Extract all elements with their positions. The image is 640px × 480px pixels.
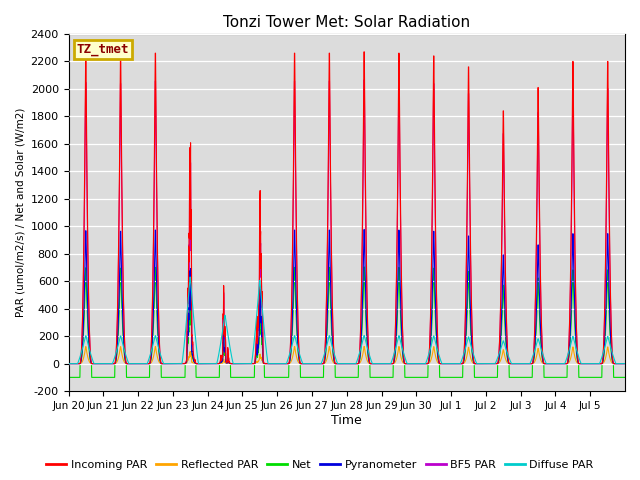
Title: Tonzi Tower Met: Solar Radiation: Tonzi Tower Met: Solar Radiation (223, 15, 470, 30)
Y-axis label: PAR (umol/m2/s) / Net and Solar (W/m2): PAR (umol/m2/s) / Net and Solar (W/m2) (15, 108, 25, 317)
Text: TZ_tmet: TZ_tmet (77, 43, 129, 56)
Legend: Incoming PAR, Reflected PAR, Net, Pyranometer, BF5 PAR, Diffuse PAR: Incoming PAR, Reflected PAR, Net, Pyrano… (42, 456, 598, 474)
X-axis label: Time: Time (332, 414, 362, 427)
